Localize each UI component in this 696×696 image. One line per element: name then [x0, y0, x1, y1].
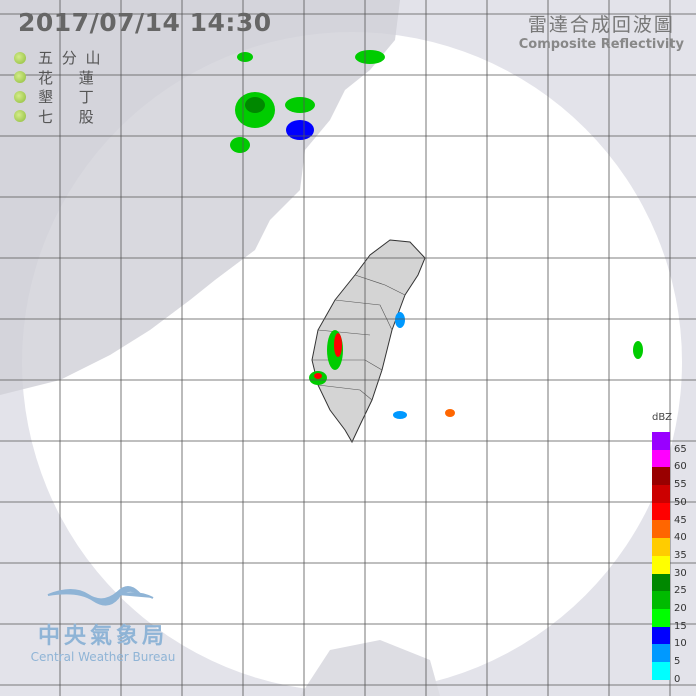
- station-item: 五 分 山: [14, 48, 103, 68]
- legend-label: 30: [674, 567, 687, 579]
- legend-swatch: [652, 502, 670, 521]
- legend-label: 15: [674, 620, 687, 632]
- legend-label: 5: [674, 656, 681, 668]
- station-item: 墾 丁: [14, 87, 103, 107]
- legend-swatch: [652, 573, 670, 592]
- legend-swatch: [652, 538, 670, 556]
- station-name: 七 股: [38, 107, 96, 126]
- station-name: 花 蓮: [38, 68, 96, 87]
- logo-en: Central Weather Bureau: [30, 650, 176, 664]
- legend-swatch: [652, 432, 670, 450]
- product-title-zh: 雷達合成回波圖: [527, 14, 675, 36]
- legend-label: 0: [674, 673, 681, 685]
- product-title-en: Composite Reflectivity: [518, 37, 684, 52]
- county-borders: [312, 274, 406, 401]
- product-title: 雷達合成回波圖 Composite Reflectivity: [519, 10, 684, 52]
- legend-swatch: [652, 608, 670, 627]
- color-legend: dBZ 65 60 55 50 45 40 35 30 25 20 15 10 5 0: [650, 412, 696, 685]
- legend-unit: dBZ: [651, 412, 673, 423]
- station-dot-icon: [14, 71, 26, 84]
- legend-color-bar: [652, 432, 670, 680]
- legend-label: 60: [674, 461, 687, 473]
- cloud-wave-logo-icon: [47, 586, 154, 606]
- station-dot-icon: [14, 90, 26, 103]
- cwb-logo: 中央氣象局 Central Weather Bureau: [28, 580, 178, 664]
- legend-swatch: [652, 626, 670, 645]
- legend-swatch: [652, 467, 670, 486]
- legend-label: 10: [674, 638, 687, 650]
- legend-label: 35: [674, 549, 687, 561]
- datetime-title: 2017/07/14 14:30: [18, 8, 272, 37]
- southern-land: [300, 640, 440, 696]
- legend-swatch: [652, 555, 670, 574]
- radar-echoes: [230, 50, 643, 419]
- station-item: 花 蓮: [14, 68, 103, 88]
- legend-label: 50: [674, 496, 687, 508]
- legend-label: 25: [674, 585, 687, 597]
- legend-swatch: [652, 485, 670, 503]
- station-item: 七 股: [14, 107, 103, 127]
- legend-swatch: [652, 591, 670, 609]
- station-name: 墾 丁: [38, 88, 96, 107]
- legend-label: 45: [674, 514, 687, 526]
- legend-label: 20: [674, 603, 687, 614]
- station-dot-icon: [14, 51, 26, 64]
- legend-label: 40: [674, 532, 687, 544]
- legend-swatch: [652, 520, 670, 539]
- legend-label: 65: [674, 443, 687, 455]
- radar-station-list: 五 分 山 花 蓮 墾 丁 七 股: [14, 48, 103, 126]
- station-name: 五 分 山: [38, 49, 103, 68]
- legend-swatch: [652, 661, 670, 680]
- legend-swatch: [652, 449, 670, 468]
- legend-label: 55: [674, 479, 687, 491]
- logo-zh: 中央氣象局: [37, 624, 168, 649]
- legend-swatch: [652, 644, 670, 662]
- station-dot-icon: [14, 110, 26, 123]
